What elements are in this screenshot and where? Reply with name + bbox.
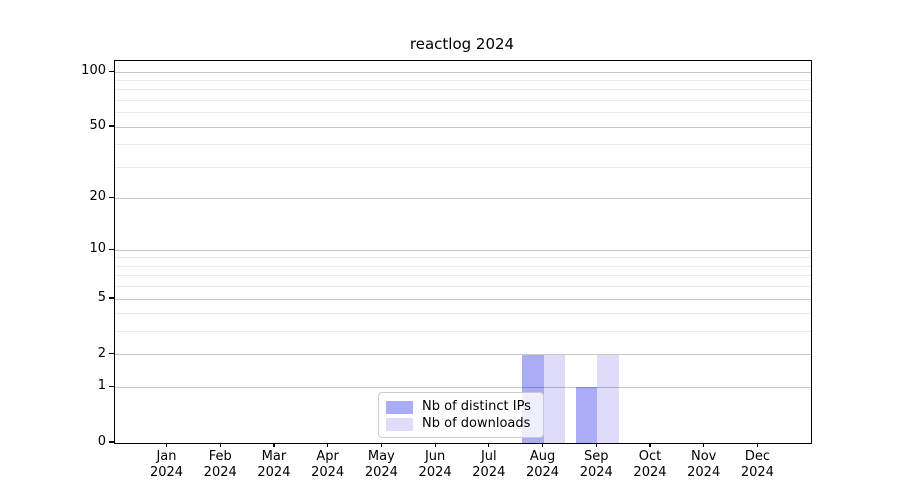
- x-tick-label-dec: Dec 2024: [740, 449, 774, 480]
- x-tick-mark-jan: [165, 443, 168, 447]
- x-tick-label-sep: Sep 2024: [579, 449, 613, 480]
- x-tick-label-jul: Jul 2024: [472, 449, 506, 480]
- x-tick-label-nov: Nov 2024: [687, 449, 721, 480]
- x-tick-label-aug: Aug 2024: [525, 449, 560, 480]
- bar-sep-nb-of-distinct-ips: [575, 387, 598, 443]
- x-tick-label-oct: Oct 2024: [633, 449, 667, 480]
- x-tick-label-jan: Jan 2024: [149, 449, 184, 480]
- x-tick-label-apr: Apr 2024: [311, 449, 345, 480]
- y-tick-mark-20: [109, 196, 114, 198]
- x-tick-mark-sep: [595, 443, 597, 447]
- x-tick-label-mar: Mar 2024: [257, 449, 291, 480]
- legend-label-downloads: Nb of downloads: [422, 416, 531, 431]
- minor-gridline-80: [115, 89, 811, 91]
- legend-item-distinct-ips: Nb of distinct IPs: [386, 399, 535, 415]
- minor-gridline-40: [115, 144, 811, 146]
- chart-title: reactlog 2024: [409, 35, 515, 53]
- major-gridline-5: [115, 298, 811, 300]
- x-tick-mark-feb: [219, 443, 221, 447]
- minor-gridline-4: [115, 313, 811, 315]
- y-tick-mark-2: [109, 353, 114, 355]
- major-gridline-100: [115, 71, 811, 73]
- minor-gridline-9: [115, 257, 811, 259]
- x-tick-mark-jun: [434, 443, 436, 447]
- y-tick-mark-5: [109, 297, 114, 299]
- x-tick-mark-mar: [273, 443, 275, 447]
- x-tick-label-feb: Feb 2024: [203, 449, 237, 480]
- major-gridline-10: [115, 249, 811, 251]
- y-tick-label-5: 5: [97, 290, 106, 305]
- x-tick-mark-oct: [649, 443, 651, 447]
- legend-label-distinct-ips: Nb of distinct IPs: [422, 399, 531, 414]
- y-tick-label-10: 10: [89, 241, 106, 257]
- y-tick-mark-1: [109, 385, 114, 387]
- minor-gridline-90: [115, 80, 811, 81]
- y-tick-mark-100: [109, 70, 114, 72]
- major-gridline-1: [115, 386, 811, 388]
- x-tick-mark-may: [380, 443, 382, 447]
- x-tick-mark-jul: [488, 443, 490, 447]
- legend-swatch-downloads: [386, 417, 413, 431]
- bar-sep-nb-of-downloads: [597, 354, 619, 443]
- y-tick-label-1: 1: [97, 378, 106, 394]
- minor-gridline-7: [115, 275, 811, 277]
- minor-gridline-60: [115, 112, 811, 114]
- minor-gridline-3: [115, 331, 811, 333]
- y-tick-label-50: 50: [89, 118, 106, 134]
- y-tick-label-0: 0: [97, 434, 106, 449]
- x-tick-label-may: May 2024: [364, 449, 398, 480]
- x-tick-mark-dec: [756, 443, 758, 447]
- y-tick-mark-10: [109, 248, 114, 250]
- y-tick-mark-0: [109, 441, 114, 443]
- minor-gridline-8: [115, 265, 811, 267]
- y-tick-label-2: 2: [97, 345, 106, 361]
- major-gridline-20: [115, 197, 811, 199]
- legend: Nb of distinct IPs Nb of downloads: [378, 392, 544, 438]
- x-tick-mark-aug: [541, 443, 544, 447]
- y-tick-mark-50: [109, 125, 114, 127]
- y-tick-label-20: 20: [89, 189, 106, 205]
- minor-gridline-30: [115, 166, 811, 168]
- legend-item-downloads: Nb of downloads: [386, 416, 535, 432]
- y-tick-label-100: 100: [81, 63, 106, 79]
- major-gridline-2: [115, 354, 811, 356]
- x-tick-label-jun: Jun 2024: [418, 449, 452, 480]
- legend-swatch-distinct-ips: [386, 400, 413, 414]
- bar-aug-nb-of-downloads: [543, 354, 566, 443]
- x-tick-mark-nov: [703, 443, 705, 447]
- minor-gridline-70: [115, 99, 811, 101]
- major-gridline-50: [115, 126, 811, 128]
- minor-gridline-6: [115, 286, 811, 288]
- x-tick-mark-apr: [327, 443, 329, 447]
- plot-area: [114, 60, 812, 444]
